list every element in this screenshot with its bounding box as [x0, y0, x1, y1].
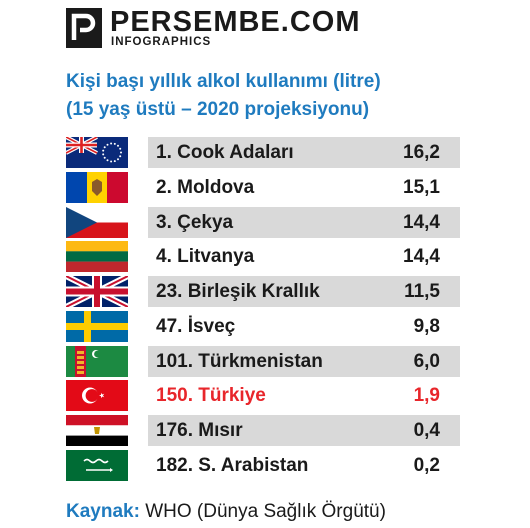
table-row: 150. Türkiye 1,9 — [66, 380, 462, 412]
country-label: 47. İsveç — [156, 315, 236, 337]
country-label: 2. Moldova — [156, 176, 255, 198]
saudi-arabia-flag-icon — [66, 449, 128, 481]
row-bar: 4. Litvanya 14,4 — [148, 241, 460, 273]
row-bar: 182. S. Arabistan 0,2 — [148, 449, 460, 481]
brand-logo-icon — [66, 8, 102, 48]
table-row: 23. Birleşik Krallık 11,5 — [66, 276, 462, 307]
chart-subtitle: (15 yaş üstü – 2020 projeksiyonu) — [66, 99, 370, 120]
value-label: 1,9 — [413, 385, 440, 407]
turkey-flag-icon — [66, 380, 128, 412]
moldova-flag-icon — [66, 171, 128, 203]
country-label: 101. Türkmenistan — [156, 350, 323, 372]
row-bar: 3. Çekya 14,4 — [148, 206, 460, 238]
value-label: 0,2 — [413, 454, 440, 476]
table-row: 1. Cook Adaları 16,2 — [66, 137, 462, 168]
country-label: 182. S. Arabistan — [156, 454, 309, 476]
table-row: 101. Türkmenistan 6,0 — [66, 345, 462, 377]
country-label: 4. Litvanya — [156, 246, 255, 268]
brand-name: PERSEMBE.COM — [110, 6, 361, 38]
united-kingdom-flag-icon — [66, 276, 128, 307]
table-row: 4. Litvanya 14,4 — [66, 241, 462, 273]
table-row: 47. İsveç 9,8 — [66, 310, 462, 342]
value-label: 16,2 — [403, 142, 440, 163]
source-key: Kaynak: — [66, 501, 140, 522]
table-row: 2. Moldova 15,1 — [66, 171, 462, 203]
value-label: 6,0 — [413, 350, 440, 372]
country-label: 1. Cook Adaları — [156, 142, 294, 163]
sweden-flag-icon — [66, 310, 128, 342]
lithuania-flag-icon — [66, 241, 128, 273]
turkmenistan-flag-icon — [66, 345, 128, 377]
value-label: 9,8 — [413, 315, 440, 337]
row-bar: 23. Birleşik Krallık 11,5 — [148, 276, 460, 307]
brand-subtitle: INFOGRAPHICS — [111, 36, 212, 48]
czechia-flag-icon — [66, 206, 128, 238]
row-bar: 2. Moldova 15,1 — [148, 171, 460, 203]
table-row: 3. Çekya 14,4 — [66, 206, 462, 238]
value-label: 0,4 — [413, 420, 440, 441]
row-bar: 150. Türkiye 1,9 — [148, 380, 460, 412]
ranking-table: 1. Cook Adaları 16,2 2. Moldova 15,1 3. Çe… — [66, 137, 462, 485]
chart-title: Kişi başı yıllık alkol kullanımı (litre) — [66, 71, 381, 92]
source-note: Kaynak: WHO (Dünya Sağlık Örgütü) — [66, 500, 386, 524]
source-value: WHO (Dünya Sağlık Örgütü) — [145, 501, 386, 522]
row-bar: 176. Mısır 0,4 — [148, 415, 460, 446]
country-label: 150. Türkiye — [156, 385, 266, 407]
row-bar: 101. Türkmenistan 6,0 — [148, 345, 460, 377]
country-label: 176. Mısır — [156, 420, 243, 441]
row-bar: 47. İsveç 9,8 — [148, 310, 460, 342]
value-label: 14,4 — [403, 211, 440, 233]
cook-islands-flag-icon — [66, 137, 128, 168]
table-row: 176. Mısır 0,4 — [66, 415, 462, 446]
table-row: 182. S. Arabistan 0,2 — [66, 449, 462, 481]
country-label: 23. Birleşik Krallık — [156, 281, 320, 302]
value-label: 15,1 — [403, 176, 440, 198]
value-label: 14,4 — [403, 246, 440, 268]
value-label: 11,5 — [404, 281, 440, 302]
row-bar: 1. Cook Adaları 16,2 — [148, 137, 460, 168]
egypt-flag-icon — [66, 415, 128, 446]
country-label: 3. Çekya — [156, 211, 234, 233]
